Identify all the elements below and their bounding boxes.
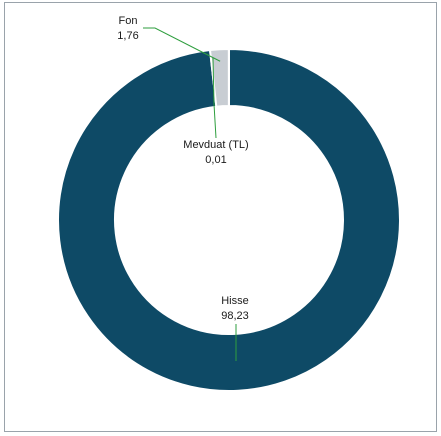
- label-fon-value: 1,76: [117, 30, 138, 42]
- leader-lines-group: [143, 27, 237, 361]
- label-hisse-value: 98,23: [221, 310, 249, 322]
- leader-line-mevduat: [212, 57, 217, 139]
- slices-group: [57, 47, 401, 392]
- leader-line-fon: [143, 27, 221, 62]
- label-fon-name: Fon: [119, 15, 138, 27]
- label-hisse-name: Hisse: [221, 295, 249, 307]
- label-mevduat-name: Mevduat (TL): [183, 139, 248, 151]
- slice-hisse: [57, 47, 401, 392]
- label-mevduat-value: 0,01: [205, 154, 226, 166]
